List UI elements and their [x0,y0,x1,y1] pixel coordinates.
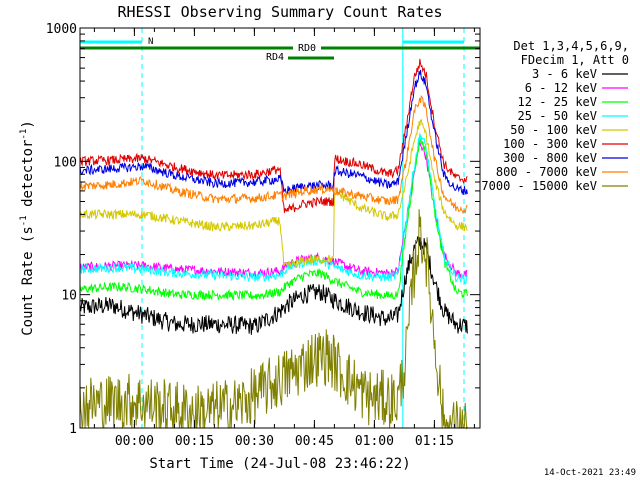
legend-header-2: FDecim 1, Att 0 [521,53,629,67]
series-line-3 [79,133,468,285]
x-tick-label-1: 00:15 [175,434,214,449]
y-tick-label-0: 1 [69,422,77,437]
y-axis-label-end: ) [20,120,36,128]
series-line-4 [79,118,468,269]
legend: Det 1,3,4,5,6,9, FDecim 1, Att 0 3 - 6 k… [481,39,629,193]
legend-header-1: Det 1,3,4,5,6,9, [513,39,629,53]
timestamp: 14-Oct-2021 23:49 [544,468,636,478]
y-tick-label-1: 10 [61,289,77,304]
x-tick-label-5: 01:15 [415,434,454,449]
series-line-5 [79,58,468,213]
series-line-2 [79,135,468,301]
legend-label-2: 12 - 25 keV [518,95,597,109]
y-axis-label-mid: detector [20,140,36,216]
flag-rd0-label-bg [293,42,321,52]
series-line-8 [79,209,468,430]
y-axis-label: Count Rate (s-1 detector-1) [19,120,36,336]
legend-label-3: 25 - 50 keV [518,109,597,123]
chart-title: RHESSI Observing Summary Count Rates [117,3,442,21]
x-tick-label-4: 01:00 [355,434,394,449]
x-tick-label-2: 00:30 [235,434,274,449]
legend-label-7: 800 - 7000 keV [496,165,597,179]
series-line-7 [79,94,468,215]
x-axis: 00:00 00:15 00:30 00:45 01:00 01:15 [93,28,475,449]
plot-frame [79,27,481,429]
y-axis-label-sup-2: -1 [19,129,29,140]
y-tick-label-3: 1000 [46,22,77,37]
y-axis-label-main: Count Rate (s [20,226,36,336]
y-axis: 1 10 100 1000 [46,22,480,437]
series-line-6 [79,69,468,196]
legend-label-6: 300 - 800 keV [503,151,597,165]
legend-label-4: 50 - 100 keV [510,123,597,137]
flag-rd4-label: RD4 [266,52,284,63]
y-tick-label-2: 100 [54,155,77,170]
legend-label-0: 3 - 6 keV [532,67,597,81]
flag-rd0-label: RD0 [298,43,316,54]
series-line-0 [79,236,468,335]
x-tick-label-0: 00:00 [115,434,154,449]
y-axis-label-sup-1: -1 [19,215,29,226]
x-tick-label-3: 00:45 [295,434,334,449]
legend-label-5: 100 - 300 keV [503,137,597,151]
legend-label-8: 7000 - 15000 keV [481,179,597,193]
flag-n-label: N [148,37,153,47]
legend-label-1: 6 - 12 keV [525,81,597,95]
x-axis-label: Start Time (24-Jul-08 23:46:22) [149,456,410,472]
plot-border [79,27,481,429]
flag-bars: N RD0 RD4 [80,37,480,63]
series-lines [79,58,468,430]
series-line-1 [79,140,468,279]
